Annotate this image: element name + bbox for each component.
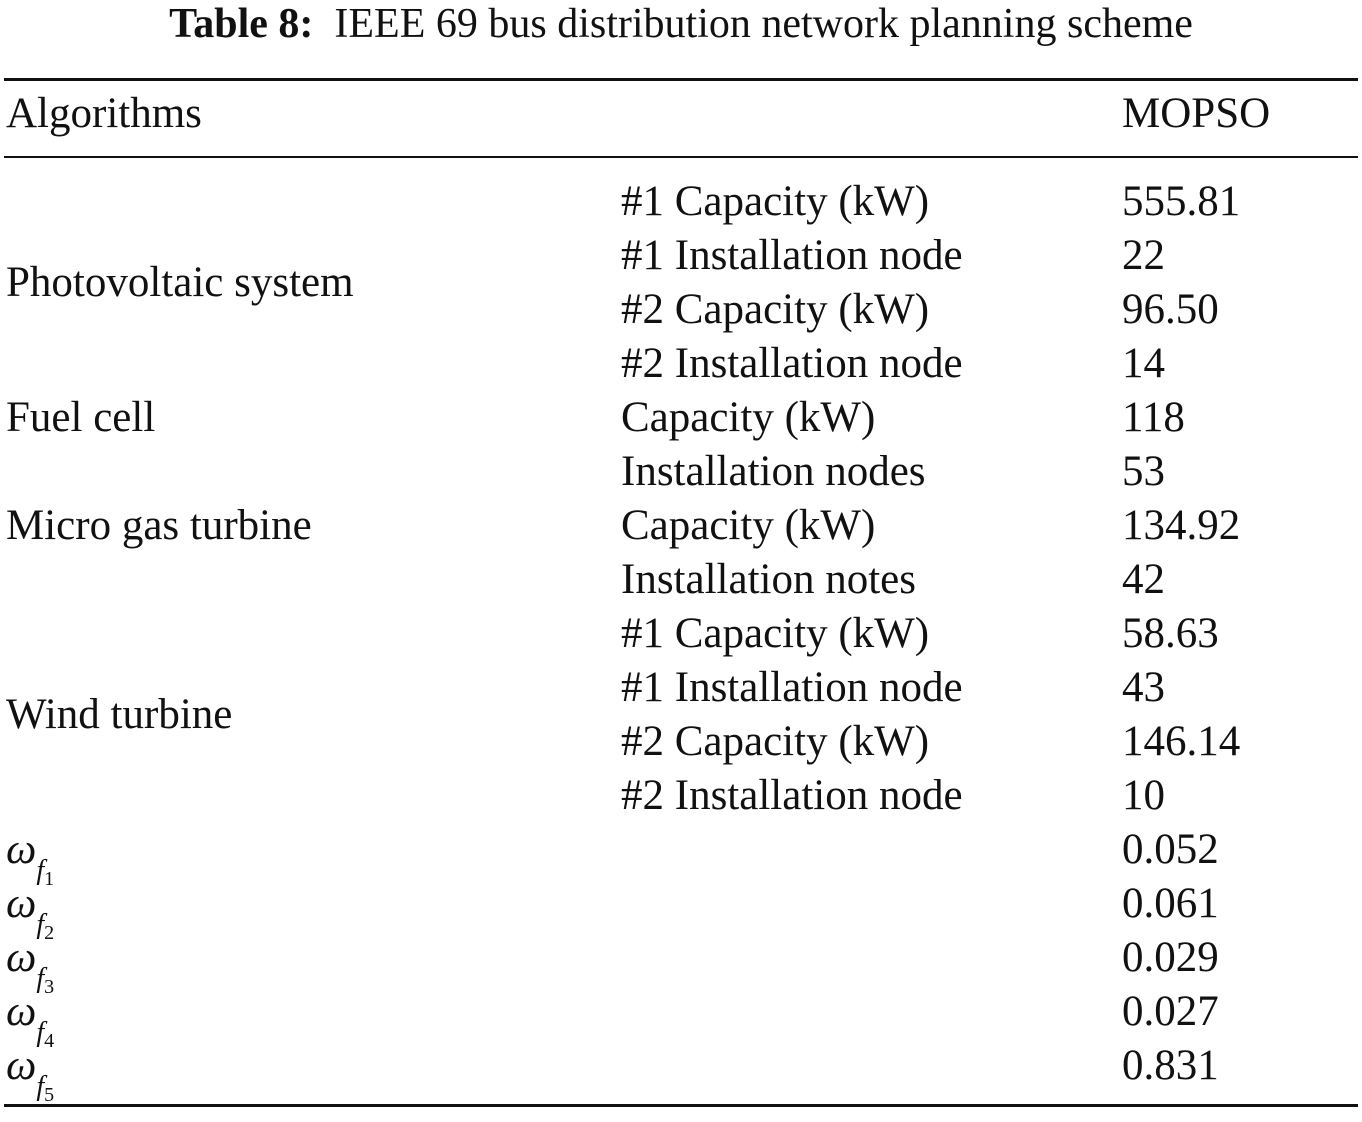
param-cell: #1 Capacity (kW)	[621, 610, 930, 657]
header-mopso: MOPSO	[1122, 90, 1271, 137]
omega-index: 2	[44, 922, 55, 944]
param-cell: #1 Installation node	[621, 664, 963, 711]
value-cell: 42	[1122, 556, 1165, 603]
omega-sub: f	[36, 855, 45, 886]
group-fuel-cell: Fuel cell	[6, 394, 156, 441]
caption-label: Table 8:	[169, 1, 314, 47]
value-cell: 118	[1122, 394, 1185, 441]
caption-text: IEEE 69 bus distribution network plannin…	[334, 1, 1193, 47]
omega-symbol: ω	[6, 988, 37, 1035]
weight-label: ωf2	[6, 877, 54, 944]
header-rule	[4, 156, 1358, 158]
param-cell: Capacity (kW)	[621, 502, 876, 549]
value-cell: 0.831	[1122, 1042, 1219, 1089]
param-cell: #1 Capacity (kW)	[621, 178, 930, 225]
group-micro-gas-turbine: Micro gas turbine	[6, 502, 312, 549]
value-cell: 146.14	[1122, 718, 1241, 765]
weight-label: ωf3	[6, 931, 54, 998]
omega-symbol: ω	[6, 1042, 37, 1089]
param-cell: Capacity (kW)	[621, 394, 876, 441]
value-cell: 14	[1122, 340, 1165, 387]
value-cell: 134.92	[1122, 502, 1241, 549]
omega-symbol: ω	[6, 826, 37, 873]
param-cell: Installation notes	[621, 556, 916, 603]
omega-index: 1	[44, 868, 55, 890]
group-photovoltaic: Photovoltaic system	[6, 259, 354, 306]
omega-symbol: ω	[6, 880, 37, 927]
value-cell: 0.029	[1122, 934, 1219, 981]
value-cell: 58.63	[1122, 610, 1219, 657]
omega-sub: f	[36, 1071, 45, 1102]
param-cell: Installation nodes	[621, 448, 926, 495]
header-algorithms: Algorithms	[6, 90, 202, 137]
value-cell: 0.027	[1122, 988, 1219, 1035]
param-cell: #2 Capacity (kW)	[621, 286, 930, 333]
omega-index: 5	[44, 1084, 55, 1106]
value-cell: 10	[1122, 772, 1165, 819]
param-cell: #2 Capacity (kW)	[621, 718, 930, 765]
value-cell: 0.061	[1122, 880, 1219, 927]
omega-index: 4	[44, 1030, 55, 1052]
value-cell: 96.50	[1122, 286, 1219, 333]
weight-label: ωf5	[6, 1039, 54, 1106]
value-cell: 22	[1122, 232, 1165, 279]
weight-label: ωf4	[6, 985, 54, 1052]
omega-sub: f	[36, 909, 45, 940]
param-cell: #1 Installation node	[621, 232, 963, 279]
omega-sub: f	[36, 1017, 45, 1048]
omega-sub: f	[36, 963, 45, 994]
omega-index: 3	[44, 976, 55, 998]
value-cell: 0.052	[1122, 826, 1219, 873]
value-cell: 53	[1122, 448, 1165, 495]
value-cell: 555.81	[1122, 178, 1241, 225]
group-wind-turbine: Wind turbine	[6, 691, 233, 738]
param-cell: #2 Installation node	[621, 772, 963, 819]
weight-label: ωf1	[6, 823, 54, 890]
top-rule	[4, 78, 1358, 81]
omega-symbol: ω	[6, 934, 37, 981]
param-cell: #2 Installation node	[621, 340, 963, 387]
bottom-rule	[4, 1104, 1358, 1107]
table-caption: Table 8: IEEE 69 bus distribution networ…	[0, 0, 1362, 48]
value-cell: 43	[1122, 664, 1165, 711]
